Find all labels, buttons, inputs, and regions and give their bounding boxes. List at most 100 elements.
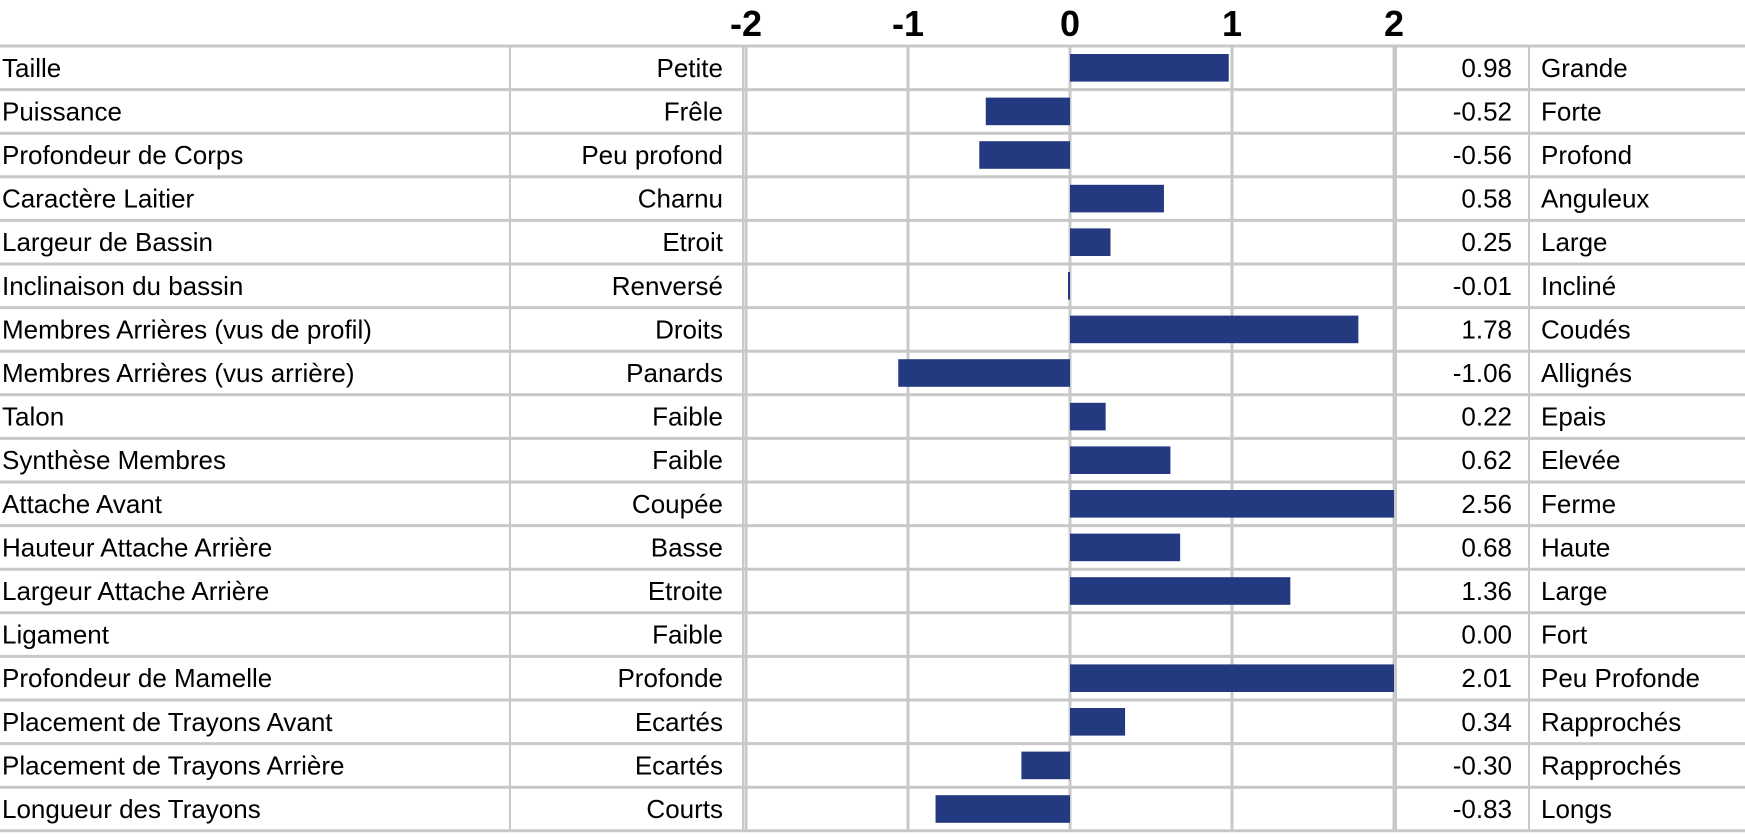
x-tick-label: 0 [1060, 3, 1080, 44]
bar [1070, 664, 1394, 692]
high-extreme-label: Epais [1541, 402, 1606, 432]
bar [1070, 490, 1394, 518]
row-labels: Taille Petite 0.98 Grande Puissance Frêle -0.5… [2, 53, 1700, 824]
trait-label: Placement de Trayons Avant [2, 707, 333, 737]
high-extreme-label: Incliné [1541, 271, 1616, 301]
high-extreme-label: Large [1541, 227, 1608, 257]
low-extreme-label: Ecartés [635, 750, 723, 780]
high-extreme-label: Fort [1541, 620, 1588, 650]
trait-label: Inclinaison du bassin [2, 271, 243, 301]
high-extreme-label: Profond [1541, 140, 1632, 170]
trait-label: Attache Avant [2, 489, 163, 519]
low-extreme-label: Faible [652, 620, 723, 650]
low-extreme-label: Courts [646, 794, 723, 824]
low-extreme-label: Droits [655, 314, 723, 344]
high-extreme-label: Elevée [1541, 445, 1621, 475]
value-label: -1.06 [1453, 358, 1512, 388]
value-label: 0.62 [1461, 445, 1512, 475]
trait-label: Largeur de Bassin [2, 227, 213, 257]
value-label: 2.56 [1461, 489, 1512, 519]
low-extreme-label: Faible [652, 402, 723, 432]
bar [1070, 315, 1359, 344]
value-label: 0.25 [1461, 227, 1512, 257]
value-label: 1.36 [1461, 576, 1512, 606]
high-extreme-label: Peu Profonde [1541, 663, 1700, 693]
low-extreme-label: Frêle [664, 96, 723, 126]
value-label: -0.01 [1453, 271, 1512, 301]
bar [1070, 577, 1291, 605]
trait-label: Hauteur Attache Arrière [2, 532, 272, 562]
low-extreme-label: Faible [652, 445, 723, 475]
trait-label: Profondeur de Mamelle [2, 663, 272, 693]
x-tick-label: 2 [1384, 3, 1404, 44]
high-extreme-label: Longs [1541, 794, 1612, 824]
trait-label: Taille [2, 53, 61, 83]
value-label: -0.83 [1453, 794, 1512, 824]
low-extreme-label: Panards [626, 358, 723, 388]
trait-label: Membres Arrières (vus de profil) [2, 314, 372, 344]
value-label: -0.56 [1453, 140, 1512, 170]
trait-label: Profondeur de Corps [2, 140, 243, 170]
high-extreme-label: Ferme [1541, 489, 1616, 519]
high-extreme-label: Forte [1541, 96, 1602, 126]
trait-label: Talon [2, 402, 64, 432]
low-extreme-label: Peu profond [581, 140, 723, 170]
low-extreme-label: Petite [657, 53, 724, 83]
bar [1070, 228, 1111, 256]
bar [1070, 533, 1181, 562]
low-extreme-label: Etroit [662, 227, 723, 257]
high-extreme-label: Large [1541, 576, 1608, 606]
low-extreme-label: Renversé [612, 271, 723, 301]
trait-label: Caractère Laitier [2, 184, 195, 214]
high-extreme-label: Anguleux [1541, 184, 1649, 214]
value-label: 0.00 [1461, 620, 1512, 650]
row-gridlines [0, 44, 1745, 833]
x-tick-label: 1 [1222, 3, 1242, 44]
trait-label: Synthèse Membres [2, 445, 226, 475]
low-extreme-label: Etroite [648, 576, 723, 606]
column-gridlines [509, 46, 1530, 831]
trait-label: Puissance [2, 96, 122, 126]
value-label: -0.30 [1453, 750, 1512, 780]
low-extreme-label: Coupée [632, 489, 723, 519]
bar [898, 359, 1070, 387]
value-label: 0.22 [1461, 402, 1512, 432]
bar [1070, 708, 1126, 736]
x-axis-ticks: -2 -1 0 1 2 [730, 3, 1404, 44]
trait-label: Membres Arrières (vus arrière) [2, 358, 355, 388]
value-label: 0.98 [1461, 53, 1512, 83]
low-extreme-label: Basse [651, 532, 723, 562]
low-extreme-label: Ecartés [635, 707, 723, 737]
value-label: 1.78 [1461, 314, 1512, 344]
bar [1070, 446, 1171, 474]
bar [1070, 184, 1164, 213]
bar [1070, 54, 1229, 82]
bar [935, 795, 1070, 823]
value-label: 0.34 [1461, 707, 1512, 737]
high-extreme-label: Allignés [1541, 358, 1632, 388]
trait-label: Largeur Attache Arrière [2, 576, 269, 606]
bar [1068, 272, 1070, 300]
low-extreme-label: Profonde [617, 663, 723, 693]
bars [898, 54, 1394, 823]
value-label: 0.68 [1461, 532, 1512, 562]
high-extreme-label: Haute [1541, 532, 1610, 562]
high-extreme-label: Coudés [1541, 314, 1631, 344]
value-label: -0.52 [1453, 96, 1512, 126]
bar [1070, 402, 1106, 431]
trait-label: Ligament [2, 620, 110, 650]
high-extreme-label: Grande [1541, 53, 1628, 83]
x-tick-label: -1 [892, 3, 924, 44]
trait-label: Longueur des Trayons [2, 794, 261, 824]
high-extreme-label: Rapprochés [1541, 707, 1681, 737]
bar [1021, 751, 1070, 780]
trait-label: Placement de Trayons Arrière [2, 750, 345, 780]
value-label: 2.01 [1461, 663, 1512, 693]
low-extreme-label: Charnu [638, 184, 723, 214]
value-label: 0.58 [1461, 184, 1512, 214]
x-tick-label: -2 [730, 3, 762, 44]
bar [985, 97, 1070, 126]
high-extreme-label: Rapprochés [1541, 750, 1681, 780]
bar [979, 141, 1070, 169]
